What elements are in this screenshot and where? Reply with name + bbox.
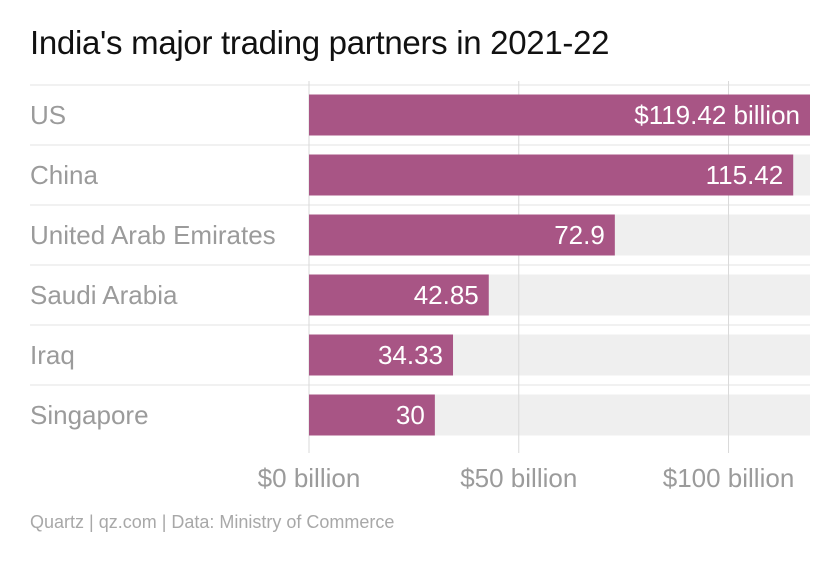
bar: [309, 334, 454, 376]
source-note: Quartz | qz.com | Data: Ministry of Comm…: [30, 512, 395, 532]
category-label: United Arab Emirates: [30, 220, 276, 250]
category-label: China: [30, 160, 98, 190]
bar: [309, 154, 794, 196]
bar: [309, 214, 615, 256]
value-label: 115.42: [706, 160, 784, 190]
bar: [309, 94, 810, 136]
value-label: 72.9: [554, 220, 605, 250]
category-label: Iraq: [30, 340, 75, 370]
x-tick-label: $0 billion: [258, 463, 361, 493]
category-label: Singapore: [30, 400, 149, 430]
value-label: 42.85: [414, 280, 479, 310]
bar: [309, 274, 489, 316]
x-tick-label: $100 billion: [663, 463, 795, 493]
value-label: 34.33: [378, 340, 443, 370]
x-tick-label: $50 billion: [460, 463, 577, 493]
category-label: US: [30, 100, 66, 130]
value-label: $119.42 billion: [634, 100, 800, 130]
bar: [309, 394, 435, 436]
category-label: Saudi Arabia: [30, 280, 178, 310]
value-label: 30: [396, 400, 425, 430]
chart-title: India's major trading partners in 2021-2…: [30, 24, 610, 61]
